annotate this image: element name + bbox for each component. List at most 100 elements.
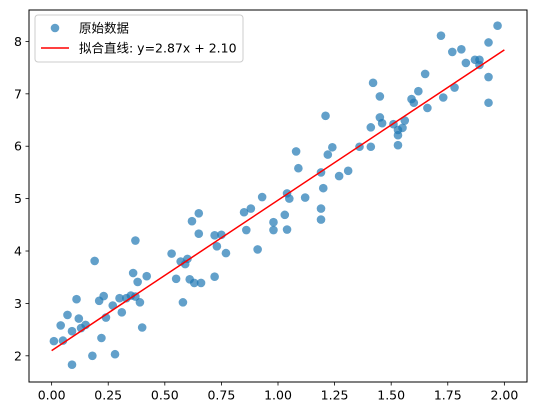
- data-point-53: [280, 210, 290, 220]
- data-point-70: [366, 142, 376, 152]
- data-point-59: [300, 193, 310, 202]
- data-point-75: [377, 118, 387, 128]
- data-point-97: [484, 98, 493, 108]
- x-tick-label: 1.00: [264, 388, 292, 403]
- fit-line-layer: [51, 49, 505, 352]
- legend: 原始数据 拟合直线: y=2.87x + 2.10: [34, 14, 244, 63]
- y-tick-label: 3: [14, 296, 22, 311]
- data-point-17: [110, 349, 120, 359]
- data-point-60: [316, 215, 326, 224]
- data-point-71: [366, 123, 376, 132]
- y-tick-label: 8: [14, 34, 22, 49]
- data-point-85: [420, 69, 430, 79]
- x-tick-label: 0.75: [207, 388, 235, 403]
- data-point-30: [171, 274, 181, 284]
- data-point-40: [196, 278, 206, 288]
- data-point-0: [49, 336, 59, 346]
- data-point-96: [484, 38, 493, 47]
- y-tick-label: 4: [14, 244, 22, 259]
- data-point-28: [131, 292, 140, 301]
- fit-line: [51, 49, 505, 352]
- data-point-58: [294, 163, 303, 173]
- data-point-41: [210, 272, 219, 281]
- x-tick-label: 1.75: [434, 388, 462, 403]
- data-point-87: [436, 31, 446, 40]
- data-point-3: [63, 310, 72, 320]
- data-point-45: [221, 248, 231, 258]
- data-point-83: [409, 98, 419, 108]
- data-point-48: [246, 204, 256, 213]
- data-point-7: [74, 314, 84, 323]
- y-tick-label: 5: [14, 191, 22, 206]
- data-point-46: [239, 207, 249, 217]
- y-tick-label: 7: [14, 86, 22, 101]
- data-point-88: [438, 93, 448, 102]
- x-axis: 0.00 0.25 0.50 0.75 1.00 1.25 1.50 1.75 2.00: [38, 382, 518, 403]
- legend-label-scatter: 原始数据: [79, 21, 129, 36]
- x-tick-label: 1.25: [321, 388, 349, 403]
- data-point-64: [321, 111, 330, 121]
- data-point-49: [253, 245, 262, 254]
- data-point-39: [194, 208, 204, 218]
- y-tick-label: 2: [14, 348, 22, 363]
- data-point-10: [88, 351, 97, 361]
- data-point-38: [194, 229, 204, 239]
- data-point-1: [56, 321, 65, 330]
- data-point-54: [282, 225, 292, 234]
- data-point-65: [323, 150, 333, 159]
- x-tick-label: 2.00: [490, 388, 518, 403]
- data-point-37: [189, 278, 199, 288]
- plot-area: [29, 10, 527, 382]
- y-axis: 2 3 4 5 6 7 8: [14, 34, 29, 363]
- data-point-86: [423, 103, 432, 113]
- data-point-18: [115, 293, 124, 303]
- data-point-22: [128, 268, 138, 278]
- data-point-67: [334, 171, 344, 181]
- data-point-29: [167, 249, 176, 258]
- data-point-13: [97, 333, 106, 343]
- data-point-26: [137, 323, 147, 332]
- data-point-99: [493, 21, 502, 31]
- data-point-23: [131, 236, 140, 245]
- data-point-42: [210, 231, 219, 240]
- legend-box: [34, 14, 244, 63]
- legend-marker-scatter: [50, 23, 60, 33]
- x-tick-label: 0.50: [151, 388, 179, 403]
- data-point-36: [187, 216, 197, 226]
- x-tick-label: 0.00: [38, 388, 66, 403]
- data-point-91: [457, 45, 466, 54]
- data-point-2: [58, 336, 68, 345]
- data-point-32: [178, 298, 188, 307]
- data-point-57: [291, 147, 301, 156]
- data-point-98: [484, 72, 493, 82]
- data-point-63: [318, 183, 328, 193]
- data-point-84: [414, 86, 423, 96]
- data-point-89: [448, 47, 457, 57]
- data-point-14: [99, 291, 108, 301]
- data-point-6: [72, 294, 81, 304]
- data-point-72: [368, 78, 378, 88]
- data-point-4: [67, 360, 77, 370]
- data-point-51: [269, 225, 278, 235]
- data-point-24: [133, 277, 142, 287]
- data-point-25: [135, 298, 145, 307]
- data-point-66: [328, 142, 337, 152]
- scatter-points: [49, 21, 502, 370]
- data-point-50: [257, 192, 267, 202]
- data-point-56: [285, 194, 294, 203]
- data-point-81: [400, 116, 410, 125]
- data-point-52: [269, 217, 278, 227]
- data-point-68: [343, 166, 353, 176]
- x-tick-label: 1.50: [377, 388, 405, 403]
- data-point-77: [393, 140, 403, 150]
- data-point-80: [398, 123, 407, 133]
- data-point-92: [461, 58, 471, 68]
- x-tick-label: 0.25: [94, 388, 122, 403]
- y-tick-label: 6: [14, 139, 22, 154]
- data-point-95: [475, 55, 484, 65]
- legend-label-line: 拟合直线: y=2.87x + 2.10: [79, 41, 237, 56]
- data-point-90: [450, 83, 459, 92]
- data-point-5: [67, 326, 77, 336]
- data-point-19: [117, 308, 127, 317]
